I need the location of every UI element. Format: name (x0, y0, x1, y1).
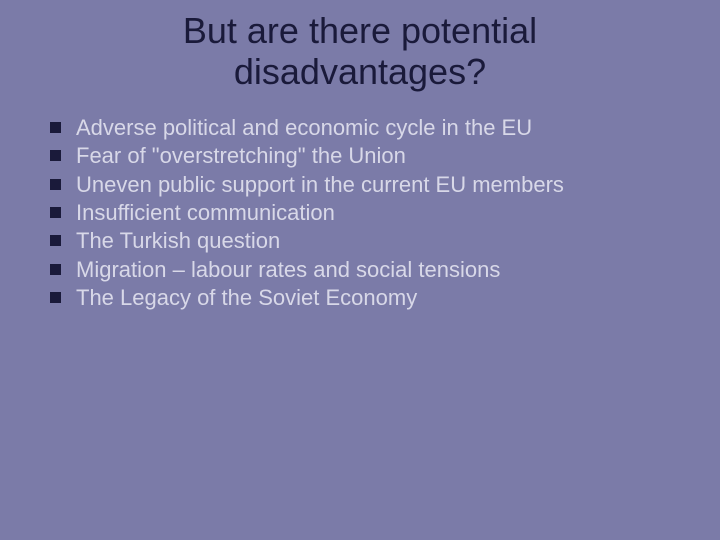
bullet-item: Insufficient communication (48, 200, 680, 226)
bullet-item: The Turkish question (48, 228, 680, 254)
bullet-item: Adverse political and economic cycle in … (48, 115, 680, 141)
slide-title: But are there potential disadvantages? (40, 10, 680, 93)
bullet-item: Fear of "overstretching" the Union (48, 143, 680, 169)
bullet-item: Uneven public support in the current EU … (48, 172, 680, 198)
bullet-list: Adverse political and economic cycle in … (40, 115, 680, 312)
bullet-item: Migration – labour rates and social tens… (48, 257, 680, 283)
slide: But are there potential disadvantages? A… (0, 0, 720, 540)
bullet-item: The Legacy of the Soviet Economy (48, 285, 680, 311)
